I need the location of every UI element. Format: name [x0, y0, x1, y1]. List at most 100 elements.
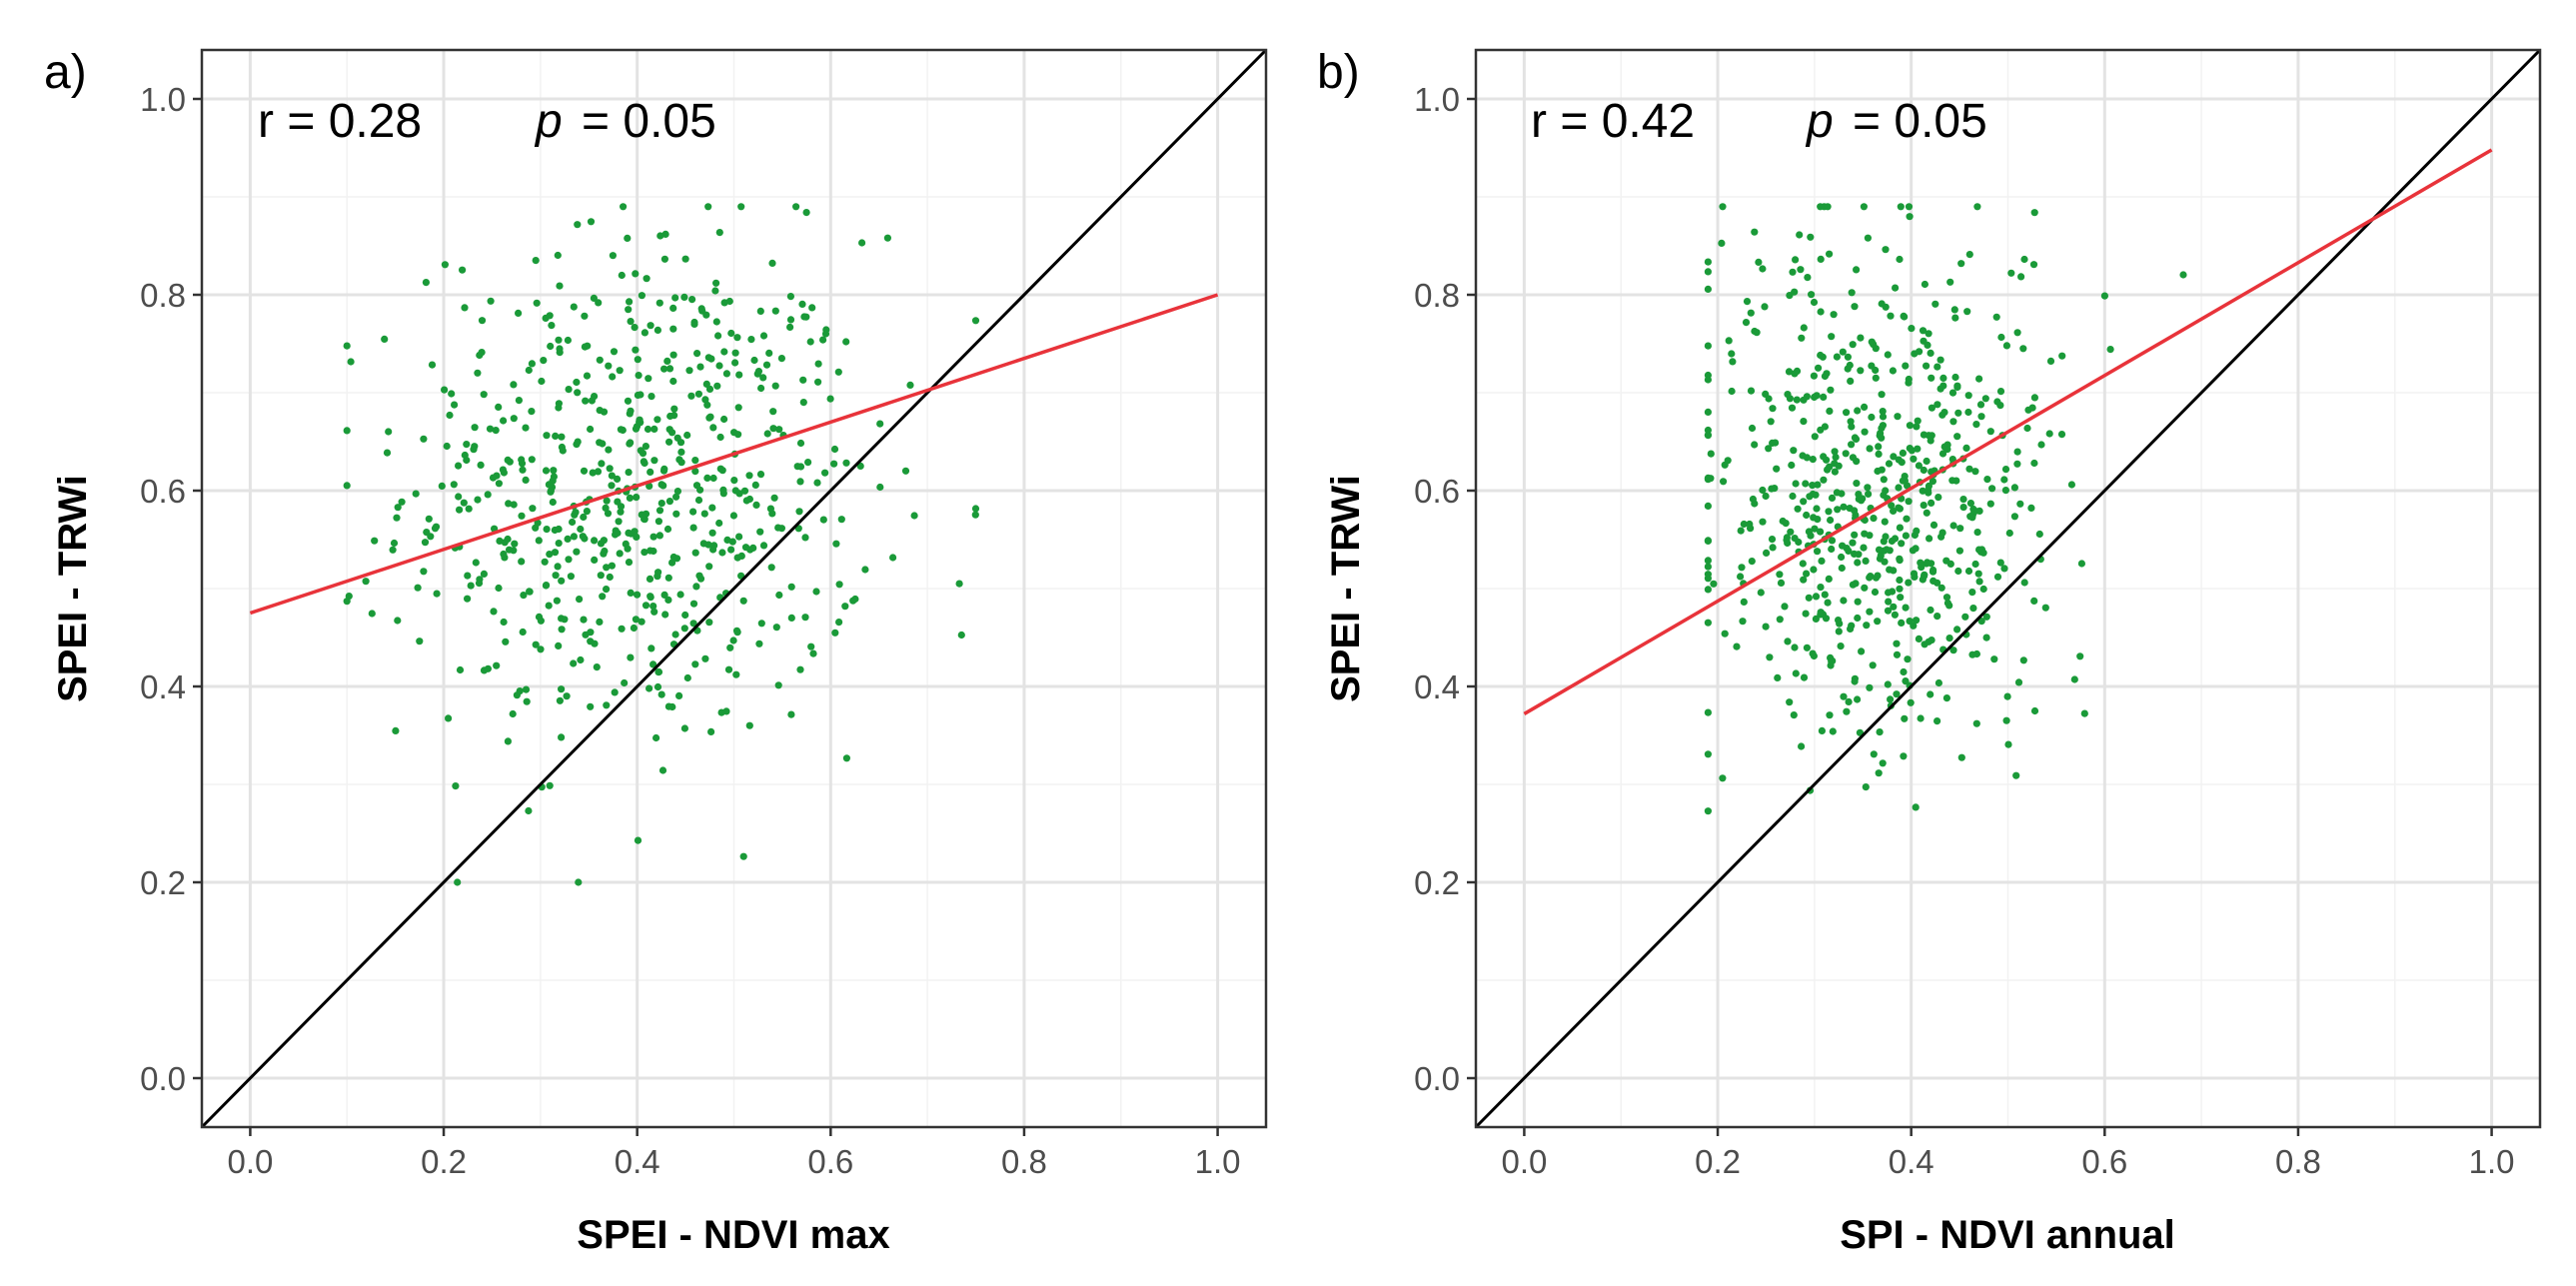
scatter-point [573, 441, 581, 449]
scatter-point [564, 535, 572, 544]
scatter-point [1933, 363, 1941, 371]
scatter-point [1807, 233, 1815, 241]
scatter-point [630, 624, 639, 633]
scatter-point [642, 443, 650, 451]
scatter-point [1906, 422, 1914, 430]
scatter-point [1817, 255, 1825, 263]
scatter-point [771, 307, 779, 315]
scatter-point [1940, 443, 1948, 451]
scatter-point [1957, 260, 1965, 268]
x-tick-label: 0.0 [1501, 1143, 1547, 1180]
scatter-point [1857, 334, 1865, 342]
identity-line-a [200, 48, 1268, 1129]
scatter-point [1797, 266, 1805, 274]
scatter-point [343, 598, 351, 606]
y-tick-label: 0.2 [140, 864, 186, 901]
scatter-point [1809, 649, 1817, 657]
scatter-point [1812, 615, 1820, 624]
scatter-point [1792, 256, 1800, 264]
scatter-point [726, 643, 734, 651]
axis-ticks-b: 0.0 0.2 0.4 0.6 0.8 1.0 0.0 0.2 0.4 0.6 0.8 1.0 [1414, 81, 2514, 1180]
scatter-point [646, 593, 654, 601]
scatter-point [1975, 375, 1983, 383]
scatter-point [510, 547, 518, 555]
plot-border-a [200, 48, 1268, 1129]
scatter-point [1877, 430, 1885, 438]
scatter-point [1975, 578, 1983, 586]
scatter-point [786, 316, 795, 324]
scatter-point [757, 620, 765, 628]
scatter-point [774, 524, 782, 532]
scatter-point [1874, 467, 1882, 476]
scatter-point [669, 304, 677, 312]
scatter-point [1831, 468, 1839, 476]
scatter-point [582, 397, 590, 405]
scatter-point [1902, 532, 1910, 540]
scatter-point [510, 381, 518, 389]
scatter-point [1933, 613, 1941, 621]
scatter-point [1889, 588, 1897, 596]
scatter-point [1755, 258, 1763, 266]
scatter-point [1828, 494, 1837, 502]
scatter-point [819, 336, 827, 344]
scatter-point [1864, 234, 1872, 242]
scatter-point [627, 318, 635, 326]
scatter-point [1826, 250, 1834, 258]
scatter-point [755, 640, 763, 647]
scatter-point [576, 596, 584, 604]
scatter-point [565, 386, 573, 394]
scatter-point [464, 595, 472, 603]
scatter-point [642, 602, 650, 610]
scatter-point [705, 385, 714, 393]
scatter-point [669, 553, 677, 562]
scatter-point [1888, 502, 1896, 510]
scatter-point [705, 619, 713, 627]
scatter-point [422, 279, 430, 287]
scatter-point [1788, 404, 1797, 412]
scatter-point [1986, 428, 1994, 436]
scatter-point [689, 508, 697, 516]
scatter-point [842, 459, 850, 467]
scatter-point [876, 420, 884, 428]
scatter-point [632, 425, 641, 433]
scatter-point [1866, 574, 1874, 582]
scatter-point [1955, 547, 1963, 555]
scatter-point [593, 663, 601, 671]
scatter-point [347, 358, 355, 366]
scatter-point [1890, 603, 1898, 611]
scatter-point [1799, 560, 1807, 568]
scatter-point [683, 673, 691, 682]
scatter-point [1721, 630, 1729, 638]
scatter-point [1851, 674, 1859, 682]
scatter-point [1803, 511, 1811, 520]
scatter-point [1779, 517, 1787, 526]
scatter-point [646, 468, 654, 476]
scatter-point [526, 588, 534, 596]
scatter-point [599, 593, 607, 601]
scatter-point [1762, 492, 1770, 501]
scatter-point [1825, 575, 1833, 584]
scatter-point [590, 294, 599, 302]
scatter-point [655, 532, 664, 540]
scatter-point [1704, 571, 1712, 579]
scatter-point [842, 338, 850, 346]
scatter-point [647, 393, 655, 401]
scatter-point [1849, 454, 1857, 462]
scatter-point [1908, 447, 1916, 455]
y-tick-label: 0.8 [1414, 277, 1460, 314]
scatter-point [801, 614, 809, 622]
scatter-point [665, 498, 674, 506]
scatter-point [513, 691, 522, 699]
scatter-point [1704, 342, 1712, 350]
scatter-point [1853, 266, 1861, 274]
scatter-point [1936, 356, 1944, 364]
scatter-point [1704, 537, 1712, 545]
scatter-point [1852, 511, 1860, 520]
scatter-point [1729, 358, 1737, 366]
scatter-point [1964, 567, 1973, 576]
scatter-point [558, 577, 566, 585]
scatter-point [2014, 678, 2023, 686]
scatter-point [1911, 531, 1919, 540]
scatter-point [393, 514, 401, 522]
scatter-point [1753, 329, 1761, 337]
